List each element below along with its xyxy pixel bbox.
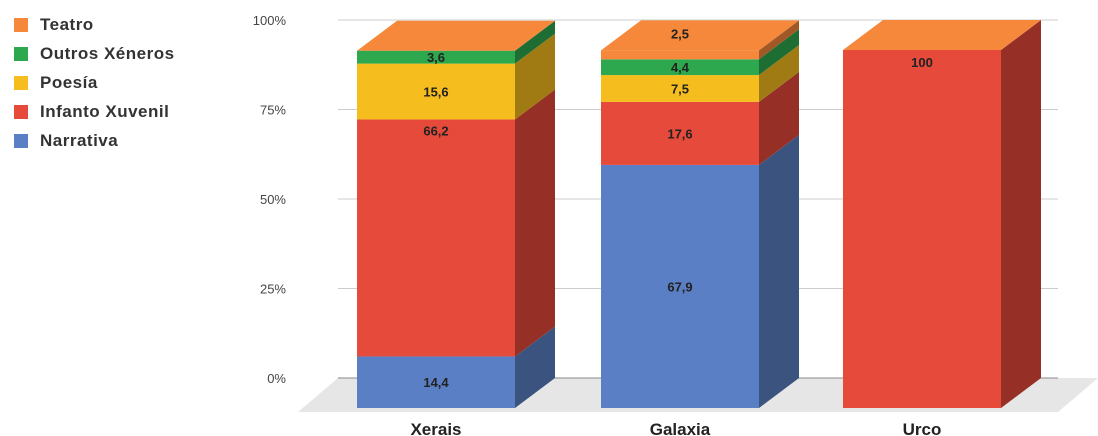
bar <box>601 164 759 408</box>
legend-label: Infanto Xuvenil <box>40 101 170 121</box>
data-label: 7,5 <box>671 81 689 96</box>
data-label: 67,9 <box>667 279 692 294</box>
bar-side <box>759 29 799 76</box>
bar-side <box>515 326 555 408</box>
legend-item: Poesía <box>14 68 175 97</box>
y-tick-label: 50% <box>260 192 286 207</box>
y-tick-label: 25% <box>260 282 286 297</box>
x-tick-label: Galaxia <box>650 420 711 436</box>
y-tick-label: 75% <box>260 103 286 118</box>
legend: Teatro Outros Xéneros Poesía Infanto Xuveni… <box>14 10 175 155</box>
bar-top <box>601 20 799 51</box>
legend-item: Narrativa <box>14 126 175 155</box>
data-label: 17,6 <box>667 126 692 141</box>
data-label: 14,4 <box>423 375 449 390</box>
bar-side <box>515 20 555 64</box>
bar-side <box>759 45 799 102</box>
legend-item: Teatro <box>14 10 175 39</box>
bar-side <box>759 134 799 408</box>
bar-top <box>357 20 555 51</box>
bar <box>357 63 515 120</box>
data-label: 66,2 <box>423 123 448 138</box>
legend-label: Teatro <box>40 14 94 34</box>
data-label: 100 <box>911 55 933 70</box>
legend-swatch <box>14 133 28 148</box>
legend-label: Narrativa <box>40 130 119 150</box>
legend-swatch <box>14 75 28 90</box>
legend-label: Outros Xéneros <box>40 43 175 63</box>
data-label: 15,6 <box>423 85 448 100</box>
bar-side <box>515 33 555 120</box>
data-label: 4,4 <box>671 60 690 75</box>
bar <box>601 101 759 165</box>
data-label: 2,5 <box>671 26 689 41</box>
x-tick-label: Xerais <box>410 420 461 436</box>
bar-side <box>759 20 799 60</box>
legend-swatch <box>14 17 28 32</box>
bar <box>601 50 759 60</box>
bar-side <box>1001 20 1041 408</box>
legend-item: Outros Xéneros <box>14 39 175 68</box>
legend-swatch <box>14 46 28 61</box>
bar <box>357 356 515 408</box>
y-tick-label: 0% <box>267 371 286 386</box>
bar <box>601 75 759 102</box>
y-tick-label: 100% <box>253 13 287 28</box>
bar <box>357 50 515 64</box>
bar-top <box>843 20 1041 50</box>
x-tick-label: Urco <box>903 420 942 436</box>
bar-side <box>759 71 799 165</box>
legend-label: Poesía <box>40 72 98 92</box>
bar <box>843 50 1001 408</box>
data-label: 3,6 <box>427 50 445 65</box>
bar <box>601 59 759 76</box>
legend-swatch <box>14 104 28 119</box>
legend-item: Infanto Xuvenil <box>14 97 175 126</box>
bar <box>357 119 515 357</box>
bar-side <box>515 89 555 357</box>
